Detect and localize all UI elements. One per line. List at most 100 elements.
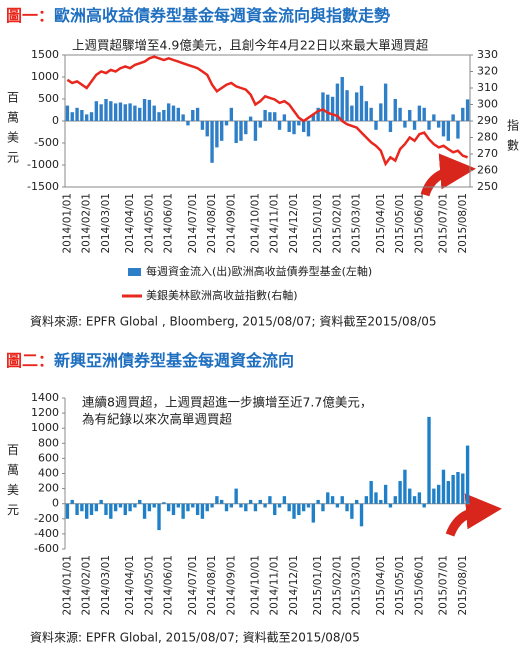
bar bbox=[75, 107, 79, 121]
bar bbox=[200, 121, 205, 130]
bar bbox=[113, 103, 118, 121]
bar bbox=[321, 92, 325, 121]
title-text: 新興亞洲債券型基金每週資金流向 bbox=[54, 351, 294, 370]
bar bbox=[138, 499, 142, 504]
bar bbox=[234, 488, 238, 504]
y-tick-label: -600 bbox=[34, 542, 59, 555]
bar bbox=[364, 496, 369, 504]
bar bbox=[369, 481, 373, 504]
x-tick-label: 2014/07/01 bbox=[187, 193, 199, 254]
x-tick-label: 2014/08/01 bbox=[206, 193, 218, 254]
bar bbox=[157, 503, 161, 531]
x-tick-label: 2015/04/01 bbox=[375, 555, 387, 616]
bar bbox=[301, 503, 306, 512]
x-tick-label: 2014/08/01 bbox=[206, 555, 218, 616]
bar bbox=[388, 121, 393, 132]
bar bbox=[181, 503, 185, 519]
x-tick-label: 2014/12/01 bbox=[288, 555, 300, 616]
bar bbox=[65, 105, 70, 121]
bar bbox=[200, 503, 205, 519]
bar bbox=[215, 496, 219, 504]
y-tick-label: -400 bbox=[34, 527, 59, 540]
x-tick-label: 2014/02/01 bbox=[81, 193, 93, 254]
bar bbox=[195, 107, 200, 121]
annotation: 為有紀錄以來次高單週買超 bbox=[82, 412, 233, 427]
bar bbox=[104, 99, 108, 121]
red-arrow bbox=[445, 493, 502, 537]
bar bbox=[301, 121, 306, 132]
bar bbox=[436, 121, 441, 128]
y2-tick-label: 320 bbox=[477, 65, 498, 78]
source-note: 資料來源: EPFR Global, 2015/08/07; 資料截至2015/… bbox=[30, 631, 360, 645]
x-tick-label: 2015/08/01 bbox=[457, 555, 469, 616]
bar bbox=[316, 499, 320, 504]
red-arrow bbox=[420, 153, 476, 197]
source-note: 資料來源: EPFR Global , Bloomberg, 2015/08/0… bbox=[30, 315, 437, 329]
y-tick-label: 400 bbox=[38, 467, 59, 480]
bar bbox=[176, 503, 180, 508]
bar bbox=[369, 107, 373, 121]
x-tick-label: 2015/05/01 bbox=[394, 555, 406, 616]
bar bbox=[94, 101, 99, 121]
x-tick-label: 2015/04/01 bbox=[375, 193, 387, 254]
x-tick-label: 2014/01/01 bbox=[61, 193, 73, 254]
bar bbox=[89, 112, 94, 121]
bar bbox=[181, 114, 185, 121]
y2-tick-label: 260 bbox=[477, 164, 498, 177]
y2-axis-label: 指數 bbox=[506, 118, 520, 159]
bar bbox=[205, 503, 209, 512]
y-tick-label: 800 bbox=[38, 436, 59, 449]
bar bbox=[273, 503, 277, 516]
bar bbox=[277, 121, 282, 130]
bar bbox=[166, 503, 171, 512]
bar bbox=[70, 499, 74, 504]
bar bbox=[403, 469, 407, 504]
chart-title: 圖二：新興亞洲債券型基金每週資金流向 bbox=[6, 351, 294, 370]
bar bbox=[417, 492, 422, 504]
x-tick-label: 2015/01/01 bbox=[312, 555, 324, 616]
bar bbox=[109, 503, 113, 519]
bar bbox=[350, 503, 354, 519]
y-tick-label: 1000 bbox=[31, 70, 59, 83]
legend-label: 美銀美林歐洲高收益指數(右軸) bbox=[146, 288, 298, 302]
bar bbox=[123, 104, 127, 121]
bar bbox=[263, 110, 267, 121]
index-line bbox=[66, 55, 468, 167]
bar bbox=[224, 121, 229, 126]
bar bbox=[268, 112, 272, 121]
bar bbox=[147, 503, 152, 512]
bar bbox=[282, 114, 287, 121]
bar bbox=[142, 503, 147, 519]
bar bbox=[398, 107, 402, 121]
x-tick-label: 2014/09/01 bbox=[225, 193, 237, 254]
bar bbox=[229, 107, 234, 121]
bar bbox=[220, 499, 224, 504]
bar bbox=[118, 102, 123, 121]
bar bbox=[465, 99, 470, 121]
bar bbox=[292, 503, 296, 519]
y-tick-label: 500 bbox=[38, 92, 59, 105]
bar bbox=[383, 484, 388, 504]
bar bbox=[94, 503, 99, 512]
bar bbox=[210, 503, 214, 508]
legend-swatch bbox=[128, 268, 141, 276]
bar bbox=[229, 503, 234, 508]
bar bbox=[364, 101, 369, 121]
bar bbox=[326, 492, 330, 504]
x-tick-label: 2014/12/01 bbox=[288, 193, 300, 254]
bar bbox=[152, 105, 156, 121]
bar bbox=[162, 110, 166, 121]
bar bbox=[355, 92, 359, 121]
y-tick-label: -1500 bbox=[27, 180, 59, 193]
bar bbox=[287, 121, 291, 132]
bar bbox=[171, 503, 176, 516]
bar bbox=[152, 503, 156, 508]
bar bbox=[292, 121, 296, 135]
bar bbox=[210, 121, 214, 163]
bar bbox=[350, 105, 354, 121]
bar bbox=[432, 114, 436, 121]
bar bbox=[287, 503, 291, 512]
x-tick-label: 2015/07/01 bbox=[437, 555, 449, 616]
x-tick-label: 2015/03/01 bbox=[351, 193, 363, 254]
bar bbox=[379, 499, 383, 504]
